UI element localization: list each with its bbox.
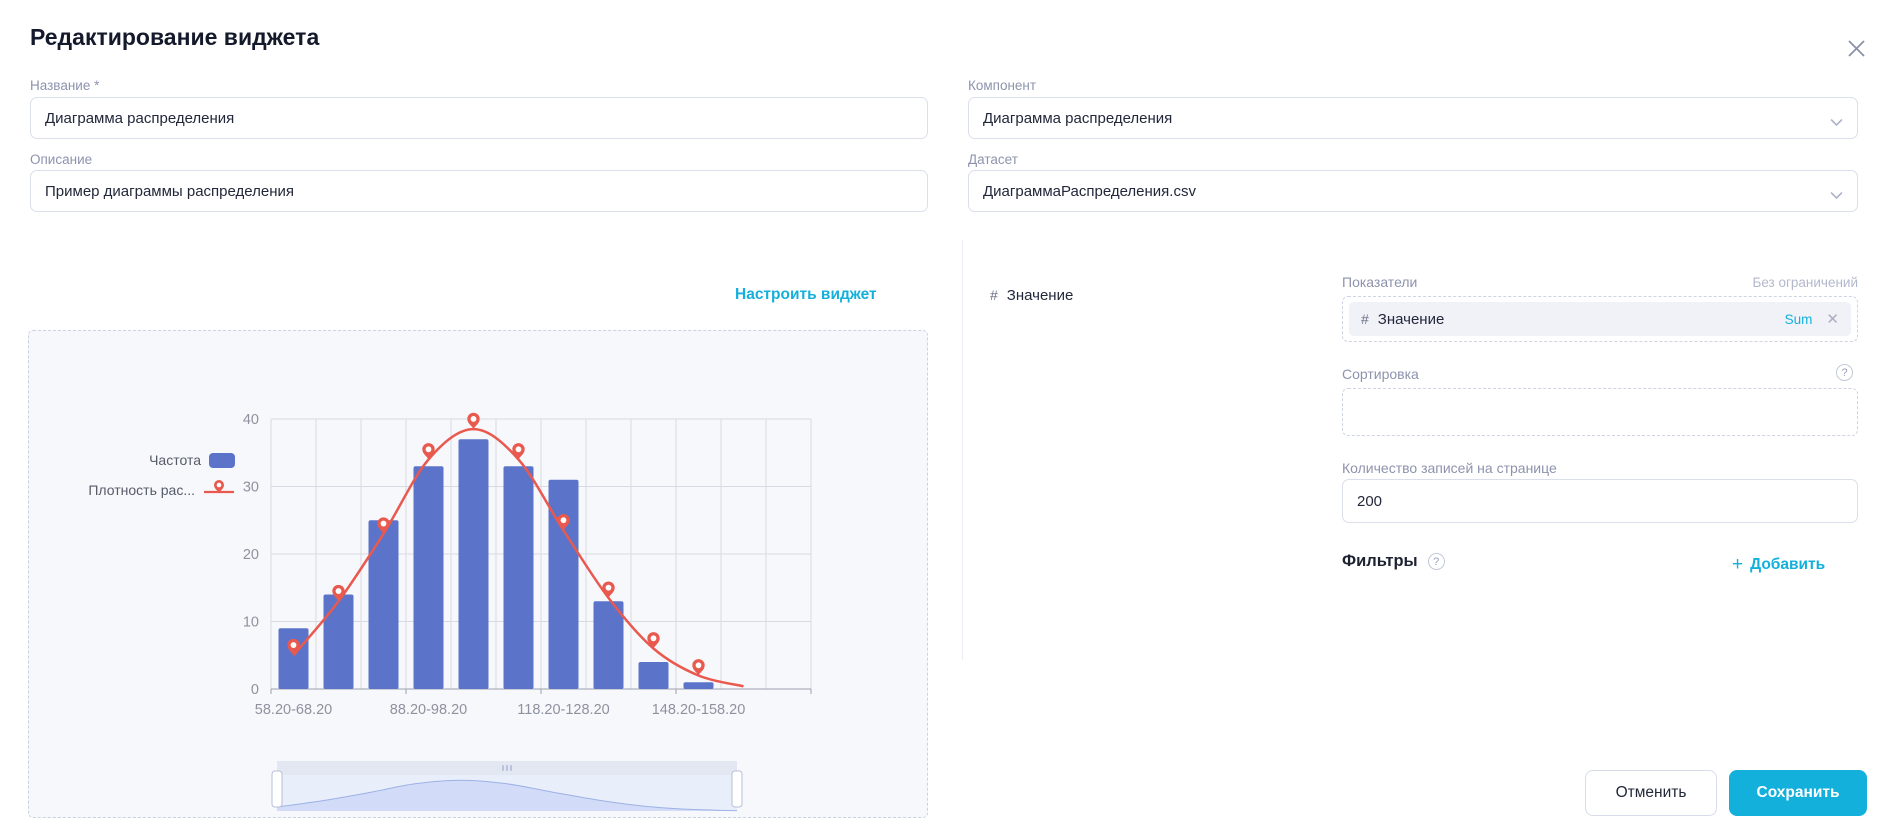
chart-zoom-slider[interactable] xyxy=(271,761,743,812)
legend-label: Частота xyxy=(149,452,201,468)
add-filter-button[interactable]: + Добавить xyxy=(1732,554,1825,576)
indicators-dropzone[interactable]: # Значение Sum ✕ xyxy=(1342,296,1858,342)
svg-text:30: 30 xyxy=(243,480,259,496)
chevron-down-icon xyxy=(1830,114,1843,131)
legend-item-density[interactable]: Плотность рас... xyxy=(49,479,235,501)
legend-label: Плотность рас... xyxy=(88,482,195,498)
configure-widget-link[interactable]: Настроить виджет xyxy=(735,286,877,303)
sorting-dropzone[interactable] xyxy=(1342,388,1858,436)
name-input[interactable] xyxy=(30,97,928,139)
aggregation-badge[interactable]: Sum xyxy=(1784,311,1813,327)
page-size-input[interactable] xyxy=(1342,479,1858,523)
page-size-label: Количество записей на странице xyxy=(1342,460,1557,476)
distribution-chart[interactable]: 0 10 20 30 40 58.20-68.20 88.20-98.20 118.20-12… xyxy=(29,331,927,817)
chart-preview-panel: Частота Плотность рас... 0 10 20 30 40 58.20-… xyxy=(28,330,928,818)
sorting-help-icon[interactable]: ? xyxy=(1836,364,1853,381)
plus-icon: + xyxy=(1732,554,1744,575)
indicator-chip-label: Значение xyxy=(1377,310,1445,328)
description-label: Описание xyxy=(30,152,93,167)
svg-text:88.20-98.20: 88.20-98.20 xyxy=(390,702,467,718)
save-button[interactable]: Сохранить xyxy=(1729,770,1867,816)
svg-text:148.20-158.20: 148.20-158.20 xyxy=(652,702,746,718)
svg-text:40: 40 xyxy=(243,412,259,428)
number-type-icon: # xyxy=(990,287,998,303)
indicator-chip[interactable]: # Значение Sum ✕ xyxy=(1349,302,1851,336)
name-label: Название * xyxy=(30,78,100,93)
axis-labels: 0 10 20 30 40 58.20-68.20 88.20-98.20 118.20-12… xyxy=(243,412,745,718)
indicators-label: Показатели xyxy=(1342,274,1418,290)
sorting-label: Сортировка xyxy=(1342,366,1419,382)
chevron-down-icon xyxy=(1830,187,1843,204)
dialog-title: Редактирование виджета xyxy=(30,24,320,50)
svg-text:58.20-68.20: 58.20-68.20 xyxy=(255,702,332,718)
chart-legend: Частота Плотность рас... xyxy=(49,449,235,509)
close-icon[interactable] xyxy=(1842,34,1870,62)
legend-item-frequency[interactable]: Частота xyxy=(49,449,235,471)
svg-text:20: 20 xyxy=(243,547,259,563)
svg-text:10: 10 xyxy=(243,615,259,631)
remove-indicator-icon[interactable]: ✕ xyxy=(1826,310,1839,328)
bar-series-swatch xyxy=(209,452,235,468)
dataset-label: Датасет xyxy=(968,152,1018,167)
available-field-label: Значение xyxy=(1006,287,1074,304)
line-series[interactable] xyxy=(287,412,744,688)
component-label: Компонент xyxy=(968,78,1037,93)
chart-grid xyxy=(270,418,812,694)
svg-text:118.20-128.20: 118.20-128.20 xyxy=(517,702,609,718)
available-field-item[interactable]: # Значение xyxy=(990,287,1073,304)
filters-title: Фильтры xyxy=(1342,552,1418,570)
filters-help-icon[interactable]: ? xyxy=(1427,553,1445,570)
dataset-select[interactable]: ДиаграммаРаспределения.csv xyxy=(968,170,1858,212)
dataset-select-value: ДиаграммаРаспределения.csv xyxy=(983,182,1196,200)
cancel-button[interactable]: Отменить xyxy=(1585,770,1717,816)
column-divider xyxy=(962,240,963,660)
line-series-swatch xyxy=(203,478,235,503)
add-filter-label: Добавить xyxy=(1750,556,1826,573)
description-input[interactable] xyxy=(30,170,928,212)
component-select[interactable]: Диаграмма распределения xyxy=(968,97,1858,139)
indicators-limit-hint: Без ограничений xyxy=(1752,275,1858,290)
component-select-value: Диаграмма распределения xyxy=(983,109,1173,127)
bar-series[interactable] xyxy=(278,439,714,689)
number-type-icon: # xyxy=(1361,311,1369,327)
svg-text:0: 0 xyxy=(251,682,259,698)
